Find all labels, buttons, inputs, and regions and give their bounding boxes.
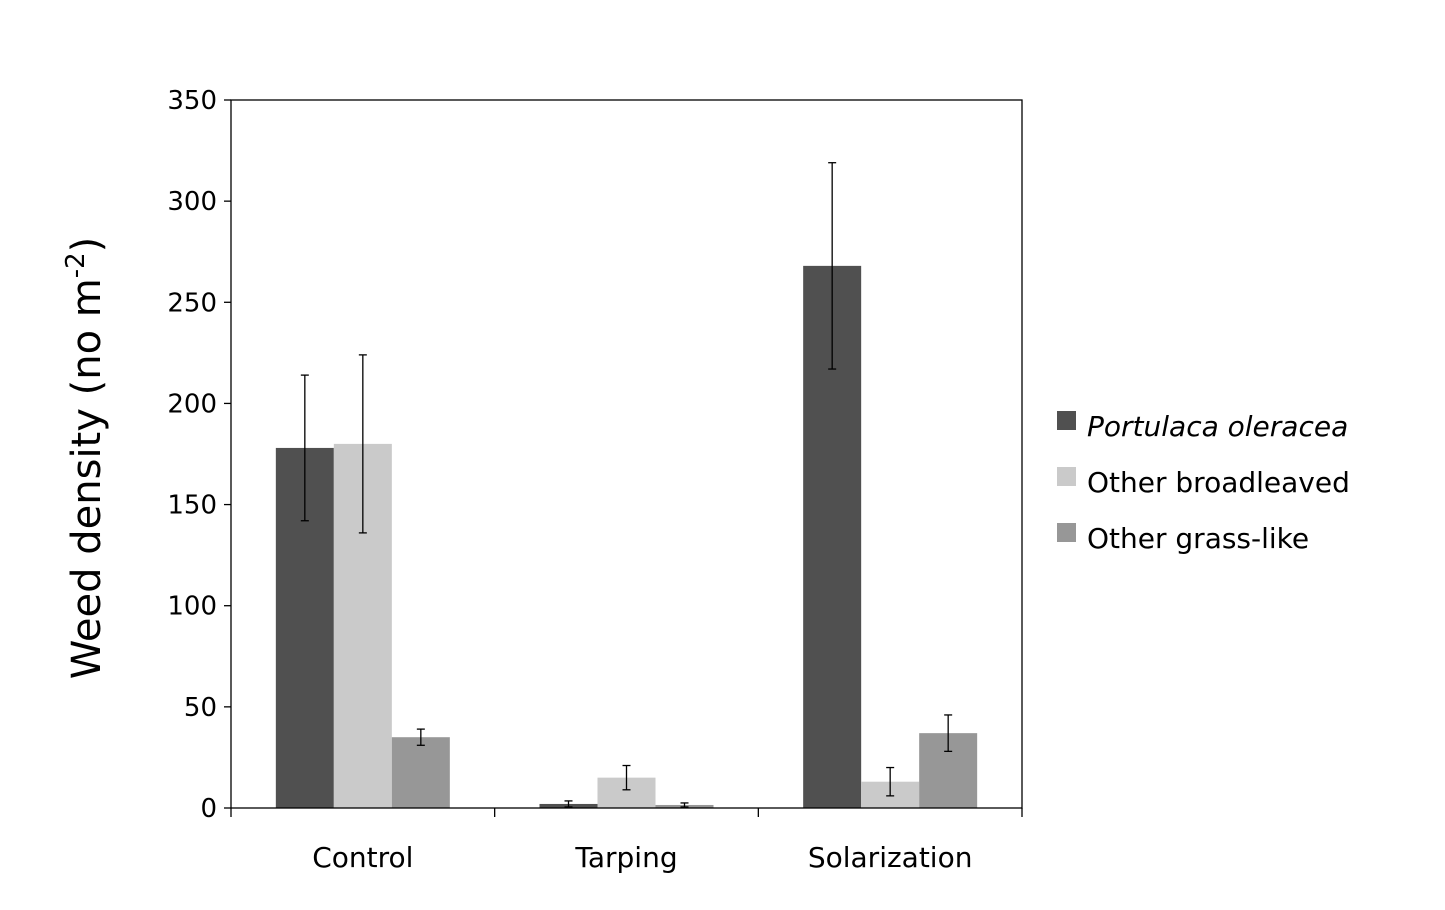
plot-frame [230, 99, 1023, 809]
y-tick-label: 150 [167, 491, 217, 521]
bar [391, 737, 450, 808]
y-tick-label: 100 [167, 592, 217, 622]
y-tick-label: 50 [184, 693, 217, 723]
legend-swatch [1057, 411, 1076, 430]
y-tick-label: 200 [167, 389, 217, 419]
plot-area [275, 162, 978, 809]
legend-label: Portulaca oleracea [1087, 410, 1348, 443]
legend-swatch [1057, 467, 1076, 486]
x-category-label: Solarization [808, 841, 973, 874]
y-axis-label-group: Weed density (no m-2) [61, 237, 110, 680]
y-tick-label: 250 [167, 288, 217, 318]
y-tick-label: 0 [200, 794, 217, 824]
legend-label: Other broadleaved [1087, 466, 1350, 499]
legend-swatch [1057, 523, 1076, 542]
legend: Portulaca oleracea Other broadleaved Other… [1057, 410, 1350, 555]
axes: 0 50 100 150 200 250 300 350 Control Tarping Solar… [167, 86, 1023, 874]
y-tick-label: 350 [167, 86, 217, 116]
y-tick-label: 300 [167, 187, 217, 217]
x-category-label: Tarping [574, 841, 677, 874]
x-category-label: Control [312, 841, 413, 874]
y-axis-label-main: Weed density (no m [64, 278, 110, 679]
legend-label: Other grass-like [1087, 522, 1309, 555]
y-axis-label: Weed density (no m-2) [61, 237, 110, 680]
y-axis-label-close: ) [64, 237, 110, 253]
y-axis-label-superscript: -2 [61, 252, 91, 278]
